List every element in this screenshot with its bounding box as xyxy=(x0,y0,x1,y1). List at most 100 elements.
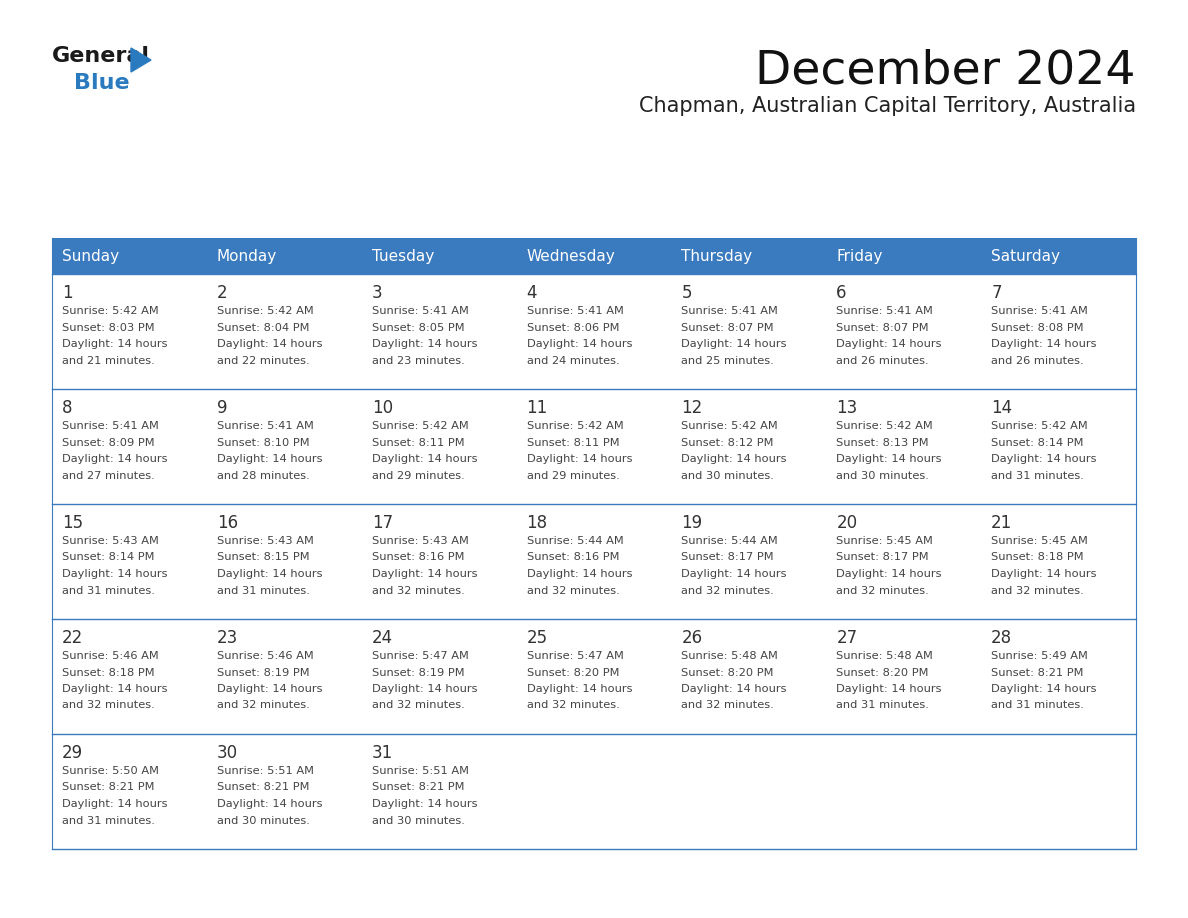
Text: 16: 16 xyxy=(217,514,238,532)
Text: Daylight: 14 hours: Daylight: 14 hours xyxy=(217,799,322,809)
Text: Sunday: Sunday xyxy=(62,249,119,263)
Text: Daylight: 14 hours: Daylight: 14 hours xyxy=(372,339,478,349)
Text: Daylight: 14 hours: Daylight: 14 hours xyxy=(526,569,632,579)
Text: Sunrise: 5:42 AM: Sunrise: 5:42 AM xyxy=(62,306,159,316)
Bar xyxy=(671,274,827,389)
Text: and 22 minutes.: and 22 minutes. xyxy=(217,355,310,365)
Text: Daylight: 14 hours: Daylight: 14 hours xyxy=(991,684,1097,694)
Text: 30: 30 xyxy=(217,744,238,762)
Text: Sunrise: 5:41 AM: Sunrise: 5:41 AM xyxy=(836,306,933,316)
Bar xyxy=(981,238,1136,274)
Text: Sunset: 8:19 PM: Sunset: 8:19 PM xyxy=(217,667,310,677)
Text: Sunset: 8:14 PM: Sunset: 8:14 PM xyxy=(991,438,1083,447)
Text: Sunset: 8:20 PM: Sunset: 8:20 PM xyxy=(682,667,773,677)
Text: Sunrise: 5:42 AM: Sunrise: 5:42 AM xyxy=(991,421,1088,431)
Text: Wednesday: Wednesday xyxy=(526,249,615,263)
Text: Sunrise: 5:43 AM: Sunrise: 5:43 AM xyxy=(62,536,159,546)
Text: and 24 minutes.: and 24 minutes. xyxy=(526,355,619,365)
Text: and 32 minutes.: and 32 minutes. xyxy=(217,700,310,711)
Text: Sunrise: 5:47 AM: Sunrise: 5:47 AM xyxy=(372,651,468,661)
Text: Sunset: 8:18 PM: Sunset: 8:18 PM xyxy=(991,553,1083,563)
Bar xyxy=(207,619,361,734)
Bar xyxy=(361,734,517,849)
Text: Daylight: 14 hours: Daylight: 14 hours xyxy=(682,569,786,579)
Bar xyxy=(207,734,361,849)
Text: Sunrise: 5:49 AM: Sunrise: 5:49 AM xyxy=(991,651,1088,661)
Text: and 31 minutes.: and 31 minutes. xyxy=(217,586,310,596)
Text: Sunrise: 5:46 AM: Sunrise: 5:46 AM xyxy=(62,651,159,661)
Text: 26: 26 xyxy=(682,629,702,647)
Bar xyxy=(517,734,671,849)
Text: 22: 22 xyxy=(62,629,83,647)
Text: 6: 6 xyxy=(836,284,847,302)
Text: Daylight: 14 hours: Daylight: 14 hours xyxy=(217,339,322,349)
Bar xyxy=(52,619,207,734)
Bar xyxy=(517,238,671,274)
Text: and 29 minutes.: and 29 minutes. xyxy=(372,471,465,480)
Text: Blue: Blue xyxy=(74,73,129,93)
Text: and 25 minutes.: and 25 minutes. xyxy=(682,355,775,365)
Text: Daylight: 14 hours: Daylight: 14 hours xyxy=(217,684,322,694)
Text: Daylight: 14 hours: Daylight: 14 hours xyxy=(682,339,786,349)
Text: and 23 minutes.: and 23 minutes. xyxy=(372,355,465,365)
Text: Sunrise: 5:42 AM: Sunrise: 5:42 AM xyxy=(217,306,314,316)
Bar xyxy=(827,238,981,274)
Text: General: General xyxy=(52,46,150,66)
Text: Sunset: 8:12 PM: Sunset: 8:12 PM xyxy=(682,438,773,447)
Text: and 29 minutes.: and 29 minutes. xyxy=(526,471,619,480)
Text: Sunset: 8:16 PM: Sunset: 8:16 PM xyxy=(526,553,619,563)
Text: and 32 minutes.: and 32 minutes. xyxy=(526,586,619,596)
Bar xyxy=(827,504,981,619)
Text: Sunrise: 5:51 AM: Sunrise: 5:51 AM xyxy=(372,766,469,776)
Text: 27: 27 xyxy=(836,629,858,647)
Bar xyxy=(52,238,207,274)
Text: 7: 7 xyxy=(991,284,1001,302)
Text: 9: 9 xyxy=(217,399,227,417)
Text: and 32 minutes.: and 32 minutes. xyxy=(682,700,775,711)
Bar xyxy=(827,274,981,389)
Bar xyxy=(981,619,1136,734)
Text: Sunset: 8:20 PM: Sunset: 8:20 PM xyxy=(836,667,929,677)
Text: Daylight: 14 hours: Daylight: 14 hours xyxy=(62,799,168,809)
Text: Daylight: 14 hours: Daylight: 14 hours xyxy=(526,684,632,694)
Text: 1: 1 xyxy=(62,284,72,302)
Bar xyxy=(517,619,671,734)
Text: Daylight: 14 hours: Daylight: 14 hours xyxy=(836,339,942,349)
Text: Sunset: 8:07 PM: Sunset: 8:07 PM xyxy=(836,322,929,332)
Text: Daylight: 14 hours: Daylight: 14 hours xyxy=(682,684,786,694)
Text: Sunset: 8:11 PM: Sunset: 8:11 PM xyxy=(526,438,619,447)
Text: Daylight: 14 hours: Daylight: 14 hours xyxy=(62,454,168,464)
Text: 2: 2 xyxy=(217,284,227,302)
Text: Sunset: 8:17 PM: Sunset: 8:17 PM xyxy=(836,553,929,563)
Text: Sunrise: 5:46 AM: Sunrise: 5:46 AM xyxy=(217,651,314,661)
Bar xyxy=(981,504,1136,619)
Text: Sunset: 8:08 PM: Sunset: 8:08 PM xyxy=(991,322,1083,332)
Text: and 32 minutes.: and 32 minutes. xyxy=(836,586,929,596)
Text: and 31 minutes.: and 31 minutes. xyxy=(62,815,154,825)
Text: Sunset: 8:11 PM: Sunset: 8:11 PM xyxy=(372,438,465,447)
Text: and 32 minutes.: and 32 minutes. xyxy=(526,700,619,711)
Text: Sunrise: 5:42 AM: Sunrise: 5:42 AM xyxy=(526,421,624,431)
Text: Sunset: 8:17 PM: Sunset: 8:17 PM xyxy=(682,553,775,563)
Text: 19: 19 xyxy=(682,514,702,532)
Text: Sunrise: 5:41 AM: Sunrise: 5:41 AM xyxy=(62,421,159,431)
Text: Monday: Monday xyxy=(217,249,277,263)
Bar xyxy=(517,504,671,619)
Text: Daylight: 14 hours: Daylight: 14 hours xyxy=(62,339,168,349)
Text: 13: 13 xyxy=(836,399,858,417)
Text: Daylight: 14 hours: Daylight: 14 hours xyxy=(991,569,1097,579)
Text: 8: 8 xyxy=(62,399,72,417)
Polygon shape xyxy=(131,48,151,72)
Text: and 26 minutes.: and 26 minutes. xyxy=(836,355,929,365)
Text: Sunset: 8:15 PM: Sunset: 8:15 PM xyxy=(217,553,310,563)
Text: Sunrise: 5:50 AM: Sunrise: 5:50 AM xyxy=(62,766,159,776)
Text: 31: 31 xyxy=(372,744,393,762)
Text: and 31 minutes.: and 31 minutes. xyxy=(62,586,154,596)
Text: Sunrise: 5:44 AM: Sunrise: 5:44 AM xyxy=(526,536,624,546)
Bar xyxy=(52,274,207,389)
Bar xyxy=(827,389,981,504)
Bar xyxy=(671,734,827,849)
Bar xyxy=(207,389,361,504)
Text: Sunrise: 5:41 AM: Sunrise: 5:41 AM xyxy=(526,306,624,316)
Text: Sunrise: 5:42 AM: Sunrise: 5:42 AM xyxy=(372,421,468,431)
